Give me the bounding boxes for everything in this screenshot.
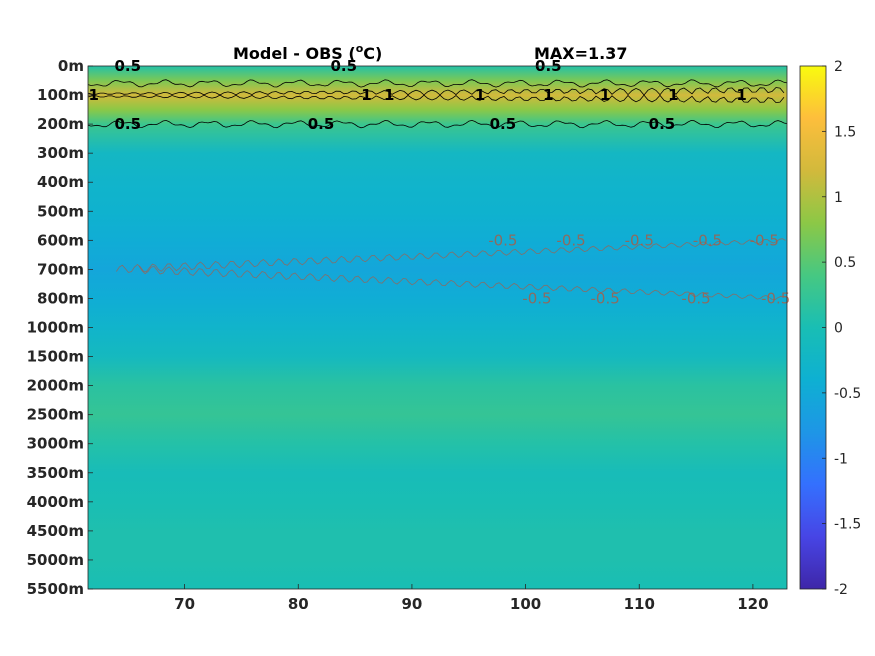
y-tick-label: 700m (37, 260, 84, 278)
title-text: Model - OBS (oC) (233, 42, 382, 63)
y-tick-label: 0m (58, 57, 84, 75)
title-unit-sup: o (356, 42, 364, 55)
y-tick-label: 500m (37, 202, 84, 220)
contour-label-positive: 1 (88, 86, 98, 104)
contour-line-1-lower (87, 94, 785, 104)
y-tick-label: 5500m (27, 580, 84, 598)
colorbar-tick-label: 2 (834, 59, 843, 75)
chart-title: Model - OBS (oC) MAX=1.37 (233, 42, 628, 63)
x-tick-label: 70 (174, 595, 195, 613)
colorbar-tick-label: -1 (834, 451, 848, 467)
colorbar-tick-label: 1.5 (834, 124, 856, 140)
contour-label-negative: -0.5 (750, 231, 779, 249)
colorbar-tick-label: 0.5 (834, 255, 856, 271)
y-tick-label: 1500m (27, 348, 84, 366)
contour-label-negative: -0.5 (761, 289, 790, 307)
contour-lines (87, 79, 788, 301)
y-tick-label: 4500m (27, 522, 84, 540)
contour-line-neg0.5-lower (138, 265, 785, 301)
plot-area (88, 66, 787, 589)
x-tick-label: 80 (288, 595, 309, 613)
colorbar-tick-label: -0.5 (834, 386, 861, 402)
contour-label-positive: 1 (543, 86, 553, 104)
colorbar-tick-label: -2 (834, 582, 848, 598)
contour-label-negative: -0.5 (693, 231, 722, 249)
contour-label-positive: 0.5 (649, 115, 676, 133)
heatmap-field (88, 66, 787, 589)
y-tick-label: 800m (37, 289, 84, 307)
contour-label-positive: 1 (384, 86, 394, 104)
colorbar-bar (799, 65, 827, 590)
y-tick-label: 3000m (27, 435, 84, 453)
contour-label-negative: -0.5 (556, 231, 585, 249)
title-main-text: Model - OBS ( (233, 44, 356, 63)
y-tick-label: 3500m (27, 464, 84, 482)
contour-label-positive: 1 (668, 86, 678, 104)
title-unit-end: C) (363, 44, 382, 63)
contour-line-neg0.5-upper (116, 238, 786, 273)
colorbar-tick-label: 1 (834, 190, 843, 206)
contour-label-negative: -0.5 (488, 231, 517, 249)
contour-label-negative: -0.5 (591, 289, 620, 307)
y-tick-label: 2000m (27, 377, 84, 395)
y-tick-label: 1000m (27, 319, 84, 337)
contour-label-positive: 1 (600, 86, 610, 104)
contour-label-positive: 0.5 (308, 115, 335, 133)
contour-label-positive: 0.5 (490, 115, 517, 133)
contour-label-negative: -0.5 (625, 231, 654, 249)
x-tick-label: 120 (737, 595, 768, 613)
x-tick-label: 100 (510, 595, 541, 613)
contour-line-0.5-upper (87, 79, 788, 88)
contour-labels: 0.5 0.5 0.51 1 1 1 1 1 1 10.5 0.5 0.5 0.5-0.5 -0.5 -0.… (88, 57, 790, 307)
x-tick-label: 110 (624, 595, 655, 613)
contour-label-negative: -0.5 (522, 289, 551, 307)
contour-label-positive: 0.5 (114, 115, 141, 133)
contour-label-positive: 1 (361, 86, 371, 104)
colorbar: 2 1.5 1 0.5 0 -0.5 -1 -1.5 -2 (799, 59, 861, 598)
axes: 0m 100m 200m 300m 400m 500m 600m 700m 800m 1000m 1… (27, 57, 788, 613)
y-tick-label: 2500m (27, 406, 84, 424)
contour-label-positive: 1 (736, 86, 746, 104)
colorbar-tick-label: -1.5 (834, 517, 861, 533)
y-tick-label: 300m (37, 144, 84, 162)
contour-label-negative: -0.5 (681, 289, 710, 307)
y-tick-label: 4000m (27, 493, 84, 511)
x-tick-label: 90 (401, 595, 422, 613)
max-label: MAX=1.37 (534, 44, 628, 63)
y-tick-label: 100m (37, 86, 84, 104)
y-tick-label: 200m (37, 115, 84, 133)
contour-line-0.5-lower (87, 119, 788, 129)
y-tick-label: 600m (37, 231, 84, 249)
contour-label-positive: 1 (475, 86, 485, 104)
y-tick-label: 5000m (27, 551, 84, 569)
colorbar-tick-label: 0 (834, 321, 843, 337)
y-tick-label: 400m (37, 173, 84, 191)
